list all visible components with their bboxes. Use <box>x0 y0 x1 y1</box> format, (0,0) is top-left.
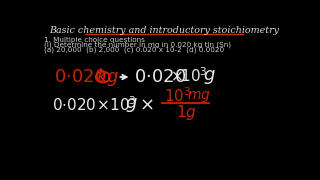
Text: 1. Multiple choice questions: 1. Multiple choice questions <box>44 37 145 43</box>
Text: $0{\cdot}020$: $0{\cdot}020$ <box>134 68 186 86</box>
Text: $\times$: $\times$ <box>139 96 154 114</box>
Text: (i) Determine the number in mg in 0.020 kg tin (Sn): (i) Determine the number in mg in 0.020 … <box>44 42 231 48</box>
Text: $g$: $g$ <box>203 68 215 86</box>
Text: $mg$: $mg$ <box>187 89 211 104</box>
Text: $10^3$: $10^3$ <box>164 86 191 105</box>
Text: Basic chemistry and introductory stoichiometry: Basic chemistry and introductory stoichi… <box>49 26 279 35</box>
Text: (a) 20,000  (b) 2,000  (c) 0.020 x 10-2  (d) 0.0020: (a) 20,000 (b) 2,000 (c) 0.020 x 10-2 (d… <box>44 46 224 53</box>
Text: $0{\cdot}020\!\times\!10^3$: $0{\cdot}020\!\times\!10^3$ <box>52 95 137 114</box>
Text: $g$: $g$ <box>125 96 138 114</box>
Text: $\times\!10^3$: $\times\!10^3$ <box>170 66 208 85</box>
Text: $kg$: $kg$ <box>96 66 119 88</box>
Text: $1g$: $1g$ <box>176 103 196 122</box>
Text: $0{\cdot}020$: $0{\cdot}020$ <box>54 68 106 86</box>
